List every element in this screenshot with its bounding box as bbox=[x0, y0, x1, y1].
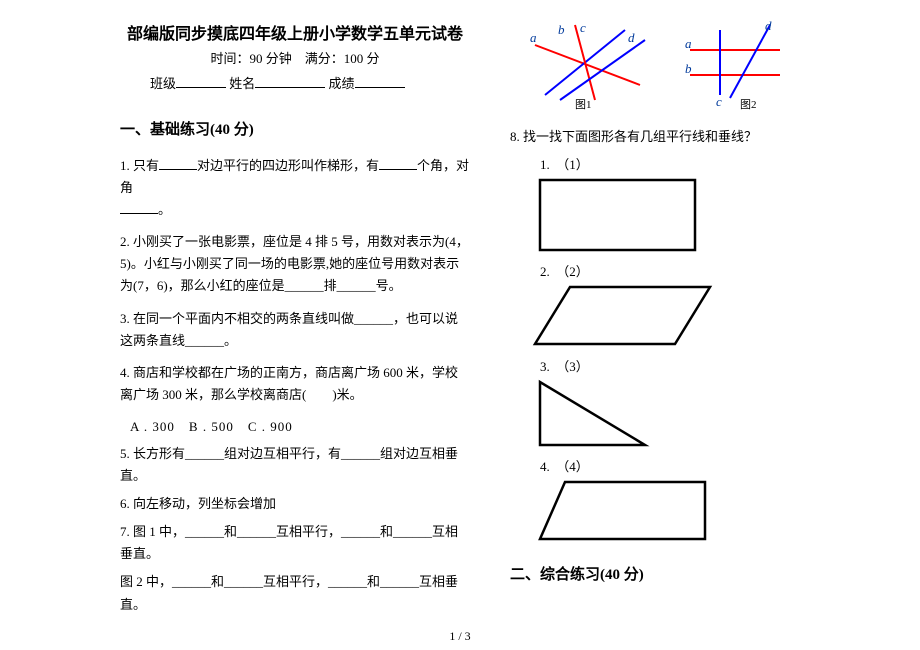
q8: 8. 找一找下面图形各有几组平行线和垂线？ bbox=[510, 126, 860, 148]
name-label: 姓名 bbox=[229, 76, 255, 91]
q2: 2. 小刚买了一张电影票，座位是 4 排 5 号，用数对表示为(4，5)。小红与… bbox=[120, 231, 470, 297]
shape-1-block: 1. （1） bbox=[510, 154, 860, 257]
section1-title: 一、基础练习(40 分) bbox=[120, 118, 470, 139]
figure-2: a b c d 图2 bbox=[680, 20, 790, 110]
page-number: 1 / 3 bbox=[0, 629, 920, 644]
q3: 3. 在同一个平面内不相交的两条直线叫做______，也可以说这两条直线____… bbox=[120, 308, 470, 352]
shape3-label: 3. （3） bbox=[540, 356, 860, 375]
q1d: 。 bbox=[158, 202, 171, 217]
svg-text:c: c bbox=[716, 94, 722, 109]
class-blank[interactable] bbox=[176, 73, 226, 88]
q1a: 1. 只有 bbox=[120, 158, 159, 173]
svg-text:d: d bbox=[628, 30, 635, 45]
shape2-svg bbox=[510, 282, 720, 352]
svg-text:图1: 图1 bbox=[575, 98, 592, 110]
shape2-label: 2. （2） bbox=[540, 261, 860, 280]
svg-text:d: d bbox=[765, 20, 772, 33]
shape-4-block: 4. （4） bbox=[510, 456, 860, 549]
shape-2-block: 2. （2） bbox=[510, 261, 860, 352]
q1b: 对边平行的四边形叫作梯形，有 bbox=[197, 158, 379, 173]
q1-blank3[interactable] bbox=[120, 199, 158, 214]
shape1-svg bbox=[510, 175, 710, 257]
figure-1: a b c d 图1 bbox=[520, 20, 650, 110]
q6: 6. 向左移动，列坐标会增加 bbox=[120, 493, 470, 515]
class-label: 班级 bbox=[150, 76, 176, 91]
figures-row: a b c d 图1 a b c d 图2 bbox=[510, 20, 860, 110]
fig2-svg: a b c d 图2 bbox=[680, 20, 790, 110]
svg-text:c: c bbox=[580, 20, 586, 35]
section2-title: 二、综合练习(40 分) bbox=[510, 563, 860, 584]
shape4-svg bbox=[510, 477, 720, 549]
info-line: 班级 姓名 成绩 bbox=[120, 73, 470, 92]
q5: 5. 长方形有______组对边互相平行，有______组对边互相垂直。 bbox=[120, 443, 470, 487]
score-label: 成绩 bbox=[329, 76, 355, 91]
shape3-svg bbox=[510, 377, 670, 452]
shape-3-block: 3. （3） bbox=[510, 356, 860, 452]
svg-text:b: b bbox=[558, 22, 565, 37]
svg-text:b: b bbox=[685, 61, 692, 76]
svg-text:a: a bbox=[685, 36, 692, 51]
shape4-label: 4. （4） bbox=[540, 456, 860, 475]
q7: 7. 图 1 中，______和______互相平行，______和______… bbox=[120, 521, 470, 565]
score-blank[interactable] bbox=[355, 73, 405, 88]
shape1-label: 1. （1） bbox=[540, 154, 860, 173]
q7b: 图 2 中，______和______互相平行，______和______互相垂… bbox=[120, 571, 470, 615]
q1-blank2[interactable] bbox=[379, 155, 417, 170]
q4-opts: A . 300 B . 500 C . 900 bbox=[130, 416, 470, 435]
name-blank[interactable] bbox=[255, 73, 325, 88]
q4: 4. 商店和学校都在广场的正南方，商店离广场 600 米，学校离广场 300 米… bbox=[120, 362, 470, 406]
svg-text:a: a bbox=[530, 30, 537, 45]
q1-blank1[interactable] bbox=[159, 155, 197, 170]
q1: 1. 只有对边平行的四边形叫作梯形，有个角，对角。 bbox=[120, 155, 470, 221]
fig1-svg: a b c d 图1 bbox=[520, 20, 650, 110]
page-subtitle: 时间：90 分钟 满分：100 分 bbox=[120, 48, 470, 67]
svg-text:图2: 图2 bbox=[740, 98, 757, 110]
page-title: 部编版同步摸底四年级上册小学数学五单元试卷 bbox=[120, 20, 470, 44]
